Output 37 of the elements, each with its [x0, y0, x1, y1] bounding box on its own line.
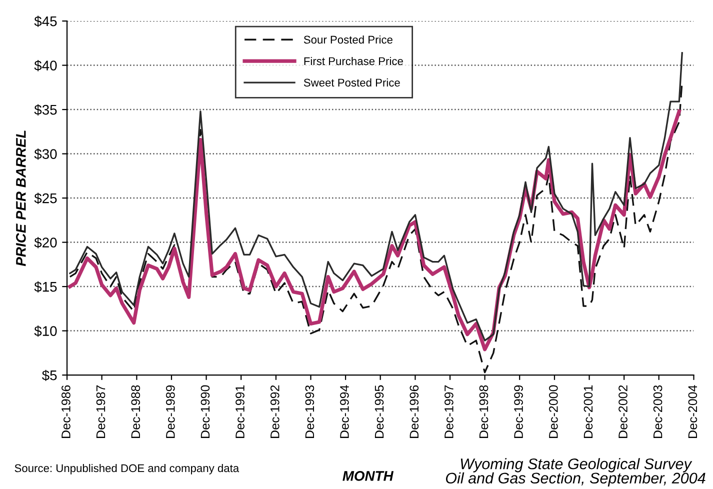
x-tick-label: Dec-1991	[236, 385, 244, 438]
line-series	[69, 52, 683, 342]
y-tick-label: $15	[34, 281, 57, 293]
x-tick-label: Dec-1994	[340, 385, 349, 438]
y-tick-label: $45	[34, 16, 57, 28]
x-tick-label: Dec-1989	[166, 385, 175, 438]
x-tick-label: Dec-1988	[131, 385, 140, 438]
x-tick-label: Dec-2000	[548, 385, 558, 438]
x-tick-label: Dec-1990	[200, 385, 210, 438]
x-axis-title: MONTH	[342, 471, 394, 481]
text: Wyoming State Geological Survey Oil and Gas Section, September, 2004	[446, 458, 706, 487]
x-tick-label: Dec-1998	[479, 385, 488, 438]
legend-label: First Purchase Price	[304, 56, 403, 66]
y-tick-label: $25	[34, 192, 57, 204]
x-tick-label: Dec-2003	[653, 385, 662, 438]
y-axis-title: PRICE PER BARREL	[16, 130, 26, 266]
line-series	[68, 110, 681, 352]
y-tick-label: $30	[34, 148, 57, 160]
x-tick-label: Dec-1996	[410, 385, 419, 438]
x-tick-label: Dec-1986	[62, 385, 70, 438]
y-tick-label: $10	[34, 326, 57, 337]
x-tick-label: Dec-1995	[374, 385, 384, 438]
legend-label: Sour Posted Price	[304, 35, 392, 44]
x-tick-label: Dec-2001	[584, 385, 593, 438]
x-tick-label: Dec-1997	[444, 385, 454, 438]
x-tick-label: Dec-1987	[96, 385, 106, 438]
source-note: Source: Unpublished DOE and company data	[14, 464, 240, 474]
legend-label: Sweet Posted Price	[304, 78, 400, 87]
y-tick-label: $5	[42, 370, 57, 382]
x-tick-label: Dec-1993	[305, 385, 314, 438]
x-tick-label: Dec-1999	[514, 385, 523, 438]
y-tick-label: $20	[34, 237, 57, 248]
y-tick-label: $35	[34, 104, 57, 116]
x-tick-label: Dec-2002	[618, 385, 628, 438]
x-tick-label: Dec-2004	[688, 385, 698, 438]
x-tick-label: Dec-1992	[270, 385, 280, 438]
y-tick-label: $40	[34, 60, 57, 72]
